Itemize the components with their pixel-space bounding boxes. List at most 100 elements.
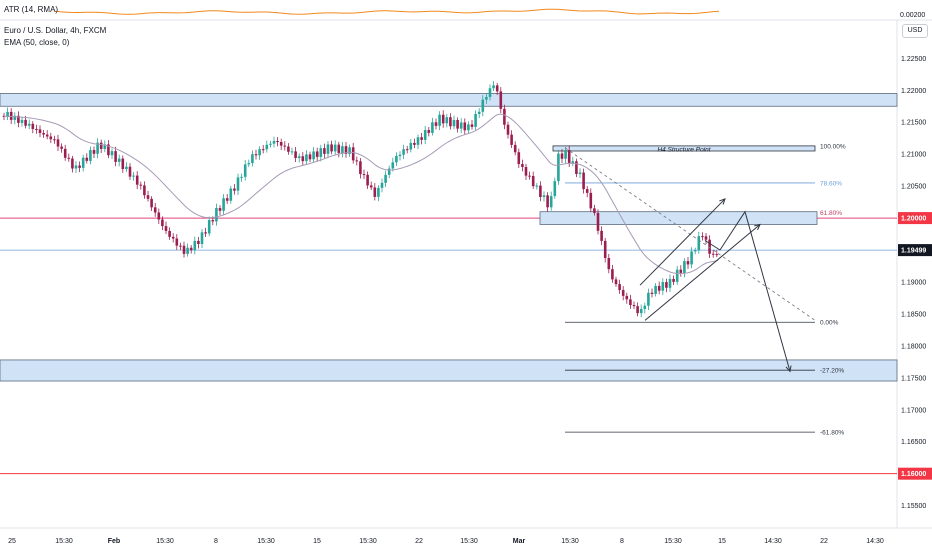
candle-body xyxy=(704,236,708,240)
candle-body xyxy=(146,195,150,199)
candle-body xyxy=(125,166,128,170)
candle-body xyxy=(697,236,701,251)
candle-body xyxy=(164,226,168,231)
candle-body xyxy=(672,278,675,282)
candle-body xyxy=(467,124,470,131)
candle-body xyxy=(139,184,143,186)
channel-lower-arrowhead xyxy=(754,223,761,231)
candle-body xyxy=(477,111,481,114)
candle-body xyxy=(510,134,513,145)
candle-body xyxy=(143,185,146,196)
time-tick-label: 15 xyxy=(313,538,321,545)
candle-body xyxy=(625,295,629,300)
candle-body xyxy=(326,144,330,154)
candle-body xyxy=(229,188,233,201)
atr-label: ATR (14, RMA) xyxy=(4,5,59,14)
candle-body xyxy=(578,172,582,174)
candle-body xyxy=(715,254,719,256)
candle-body xyxy=(323,148,326,154)
candle-body xyxy=(398,154,402,157)
candle-body xyxy=(369,185,373,188)
candle-body xyxy=(71,158,74,169)
candle-body xyxy=(531,175,535,187)
price-tick-label: 1.17500 xyxy=(901,375,926,382)
candle-body xyxy=(708,239,711,254)
candle-body xyxy=(344,146,348,154)
time-tick-label: 25 xyxy=(8,538,16,545)
candle-body xyxy=(308,154,312,160)
candle-body xyxy=(121,158,125,170)
candle-body xyxy=(175,238,179,246)
candle-body xyxy=(528,175,531,177)
currency-chip[interactable]: USD xyxy=(902,24,928,38)
candle-body xyxy=(56,139,60,147)
candle-body xyxy=(603,240,607,258)
candle-body xyxy=(553,181,557,197)
candle-body xyxy=(647,292,650,306)
candle-body xyxy=(186,247,189,254)
candle-body xyxy=(431,122,434,133)
candle-body xyxy=(233,188,236,191)
chart-title: Euro / U.S. Dollar, 4h, FXCM xyxy=(4,26,107,35)
time-tick-label: 8 xyxy=(620,538,624,545)
candle-body xyxy=(348,147,351,154)
candle-body xyxy=(679,269,683,273)
candle-body xyxy=(114,151,117,162)
candle-body xyxy=(600,230,603,241)
candle-body xyxy=(650,292,654,294)
candle-body xyxy=(459,122,463,129)
candle-body xyxy=(283,145,287,147)
candle-body xyxy=(279,141,283,146)
candle-body xyxy=(492,85,495,89)
candle-body xyxy=(297,156,301,158)
candle-body xyxy=(200,232,204,244)
candle-body xyxy=(107,144,110,156)
candle-body xyxy=(636,306,639,314)
atr-value: 0.00200 xyxy=(900,12,926,19)
price-label-box xyxy=(898,212,932,225)
candle-body xyxy=(74,165,78,169)
price-tick-label: 1.19000 xyxy=(901,279,926,286)
fib-level-label: 100.00% xyxy=(820,143,846,150)
candle-body xyxy=(413,142,416,145)
price-label-text: 1.20000 xyxy=(901,216,926,223)
candle-body xyxy=(63,148,67,158)
candle-body xyxy=(301,156,305,162)
candle-body xyxy=(294,151,297,158)
candle-body xyxy=(668,278,672,288)
fib-level-label: 0.00% xyxy=(820,320,839,327)
candle-body xyxy=(211,220,215,222)
candle-body xyxy=(20,119,24,123)
candle-body xyxy=(27,123,31,126)
channel-upper-line xyxy=(639,198,726,286)
candle-body xyxy=(157,212,161,220)
projection-arrowhead xyxy=(785,365,792,373)
candle-body xyxy=(488,88,492,97)
candle-body xyxy=(499,91,503,109)
candle-body xyxy=(441,114,445,124)
price-tick-label: 1.17000 xyxy=(901,407,926,414)
candle-body xyxy=(150,198,153,208)
candle-body xyxy=(189,247,193,251)
candle-body xyxy=(445,117,449,124)
candle-body xyxy=(654,285,657,294)
candle-body xyxy=(168,230,171,237)
time-tick-label: 14:30 xyxy=(866,538,884,545)
candle-body xyxy=(359,161,362,175)
price-tick-label: 1.22500 xyxy=(901,56,926,63)
time-tick-label: 22 xyxy=(415,538,423,545)
candle-body xyxy=(618,284,621,290)
candle-body xyxy=(276,141,279,143)
candle-body xyxy=(103,144,107,149)
candle-body xyxy=(351,147,355,161)
candle-body xyxy=(549,196,553,208)
structure-box xyxy=(552,145,816,152)
candle-body xyxy=(402,149,405,155)
projection-path xyxy=(704,210,791,372)
time-tick-label: 15:30 xyxy=(359,538,377,545)
candle-body xyxy=(449,117,452,127)
candle-body xyxy=(135,175,139,185)
candle-body xyxy=(247,163,251,165)
candle-body xyxy=(197,240,200,244)
candle-body xyxy=(290,151,294,153)
